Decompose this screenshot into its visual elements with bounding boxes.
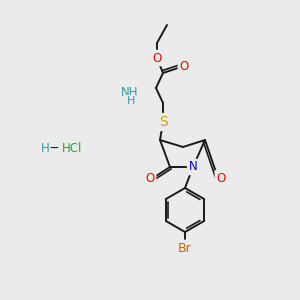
Text: O: O [152, 52, 162, 64]
Text: H: H [127, 96, 135, 106]
Text: −: − [49, 142, 59, 154]
Text: NH: NH [121, 85, 139, 98]
Text: HCl: HCl [62, 142, 82, 154]
Text: S: S [159, 115, 167, 129]
Text: N: N [189, 160, 197, 173]
Text: O: O [216, 172, 226, 184]
Text: O: O [179, 61, 189, 74]
Text: O: O [146, 172, 154, 184]
Text: H: H [40, 142, 50, 154]
Text: Br: Br [178, 242, 192, 254]
